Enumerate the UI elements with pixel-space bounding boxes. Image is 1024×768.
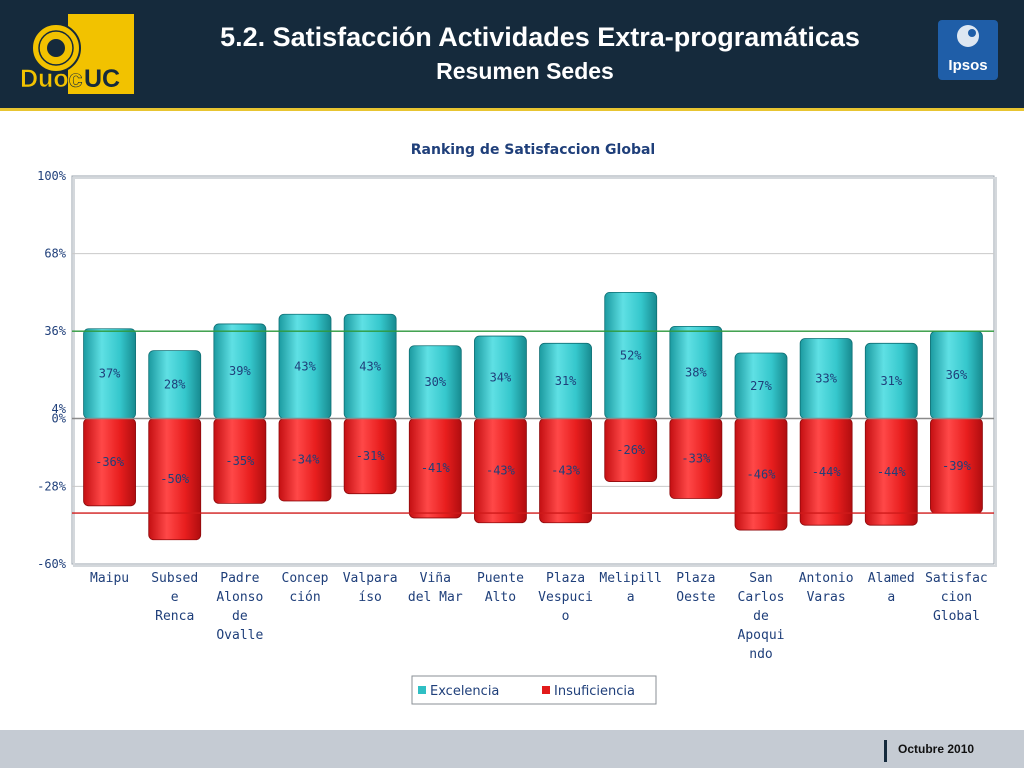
x-tick-label: Maipu — [90, 571, 129, 586]
data-label-excelencia: 38% — [685, 365, 707, 379]
data-label-excelencia: 36% — [946, 368, 968, 382]
data-label-excelencia: 30% — [424, 375, 446, 389]
data-label-insuficiencia: -26% — [616, 443, 646, 457]
page-subtitle: Resumen Sedes — [436, 58, 614, 84]
y-tick-label: 36% — [44, 324, 66, 338]
x-tick-label: de — [753, 609, 769, 624]
data-label-excelencia: 33% — [815, 371, 837, 385]
legend-box — [411, 675, 657, 705]
data-label-excelencia: 34% — [490, 370, 512, 384]
header-accent-line — [0, 108, 1024, 111]
data-label-excelencia: 37% — [99, 367, 121, 381]
legend-swatch-excelencia — [418, 686, 426, 694]
data-label-excelencia: 43% — [359, 359, 381, 373]
plot-area — [71, 175, 995, 565]
ipsos-figure-icon — [957, 25, 979, 47]
x-tick-label: Alamed — [868, 571, 915, 586]
y-tick-label: 4% — [52, 402, 67, 416]
data-label-insuficiencia: -43% — [486, 464, 516, 478]
y-tick-label: -28% — [37, 479, 67, 493]
x-tick-label: Varas — [807, 590, 846, 605]
y-tick-label: -60% — [37, 557, 67, 571]
data-label-insuficiencia: -36% — [95, 455, 125, 469]
y-tick-label: 0% — [52, 412, 67, 426]
y-tick-label: 68% — [44, 247, 66, 261]
data-label-insuficiencia: -33% — [681, 452, 711, 466]
data-label-insuficiencia: -46% — [747, 467, 777, 481]
x-tick-label: Alto — [485, 590, 516, 605]
footer-bar — [0, 730, 1024, 768]
legend-label-excelencia: Excelencia — [430, 684, 499, 699]
plot-shadow — [73, 177, 997, 567]
x-tick-label: Padre — [220, 571, 259, 586]
data-label-insuficiencia: -39% — [942, 459, 972, 473]
footer-date: Octubre 2010 — [898, 742, 975, 756]
x-tick-label: Alonso — [216, 590, 263, 605]
satisfaction-ranking-chart: Ranking de Satisfaccion Global 100% 68% 36%… — [37, 142, 997, 705]
x-tick-label: Plaza — [546, 571, 585, 586]
x-tick-label: Ovalle — [216, 628, 263, 643]
x-tick-label: e — [171, 590, 179, 605]
x-tick-label: Renca — [155, 609, 194, 624]
data-label-insuficiencia: -50% — [160, 472, 190, 486]
x-tick-label: Puente — [477, 571, 524, 586]
x-tick-label: Melipill — [599, 571, 662, 586]
chart-title: Ranking de Satisfaccion Global — [411, 142, 655, 158]
data-label-excelencia: 52% — [620, 348, 642, 362]
x-tick-label: Valpara — [343, 571, 398, 586]
x-tick-label: Oeste — [676, 590, 715, 605]
x-tick-label: Apoqui — [738, 628, 785, 643]
header-bar — [0, 0, 1024, 108]
legend-swatch-insuficiencia — [542, 686, 550, 694]
x-tick-label: cion — [941, 590, 972, 605]
data-label-excelencia: 27% — [750, 379, 772, 393]
x-tick-label: Concep — [282, 571, 329, 586]
x-tick-label: a — [627, 590, 635, 605]
data-label-excelencia: 43% — [294, 359, 316, 373]
x-tick-label: San — [749, 571, 772, 586]
ipsos-logo-text: Ipsos — [948, 57, 988, 74]
svg-text:UC: UC — [84, 65, 120, 93]
data-label-excelencia: 31% — [555, 374, 577, 388]
x-tick-label: Plaza — [676, 571, 715, 586]
x-tick-label: Viña — [420, 571, 451, 586]
data-label-insuficiencia: -41% — [421, 461, 451, 475]
data-label-insuficiencia: -43% — [551, 464, 581, 478]
x-tick-label: Carlos — [738, 590, 785, 605]
data-label-insuficiencia: -31% — [356, 449, 386, 463]
x-tick-label: del Mar — [408, 590, 463, 605]
x-tick-label: de — [232, 609, 248, 624]
x-tick-label: ción — [289, 590, 320, 605]
x-tick-label: Subsed — [151, 571, 198, 586]
data-label-insuficiencia: -44% — [812, 465, 842, 479]
data-label-excelencia: 28% — [164, 378, 186, 392]
x-tick-label: Global — [933, 609, 980, 624]
duocuc-logo: Duoc UC — [20, 14, 134, 94]
legend-label-insuficiencia: Insuficiencia — [554, 684, 635, 699]
svg-text:Duoc: Duoc — [20, 65, 83, 93]
page-title: 5.2. Satisfacción Actividades Extra-prog… — [220, 22, 860, 52]
x-tick-label: Antonio — [799, 571, 854, 586]
x-tick-label: Vespuci — [538, 590, 593, 605]
footer-divider — [884, 740, 887, 762]
x-tick-label: íso — [358, 590, 381, 605]
y-tick-label: 100% — [37, 169, 67, 183]
data-label-excelencia: 31% — [880, 374, 902, 388]
data-label-excelencia: 39% — [229, 364, 251, 378]
data-label-insuficiencia: -34% — [291, 453, 321, 467]
x-tick-label: o — [562, 609, 570, 624]
data-label-insuficiencia: -44% — [877, 465, 907, 479]
data-label-insuficiencia: -35% — [225, 454, 255, 468]
x-tick-label: a — [887, 590, 895, 605]
x-tick-label: ndo — [749, 647, 772, 662]
x-tick-label: Satisfac — [925, 571, 988, 586]
ipsos-logo: Ipsos — [938, 20, 998, 80]
